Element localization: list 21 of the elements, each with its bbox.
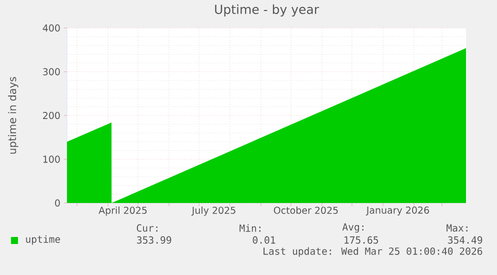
y-tick-label: 100 [43, 156, 60, 163]
y-tick-label: 400 [42, 24, 60, 32]
y-tick-label: 0 [55, 199, 60, 207]
text: Max: [446, 224, 468, 232]
y-tick-label: 200 [43, 112, 60, 120]
x-tick-label: July 2025 [191, 206, 236, 216]
text: Min: [240, 224, 260, 232]
text: 354.49 [448, 236, 482, 244]
y-tick-label: 300 [43, 68, 60, 76]
y-axis-title: uptime in days [8, 76, 18, 154]
text: Avg: [342, 223, 364, 233]
x-tick-label: January 2026 [366, 206, 429, 216]
text: 353.99 [137, 236, 172, 244]
text: 175.65 [344, 236, 378, 244]
text: Cur: [136, 224, 158, 232]
legend-label: uptime [26, 235, 60, 245]
x-tick-label: April 2025 [98, 206, 147, 216]
chart-title: Uptime - by year [215, 4, 319, 16]
text: 0.01 [252, 236, 276, 244]
x-tick-label: October 2025 [274, 206, 338, 214]
text: Last update: Wed Mar 25 01:00:40 2026 [264, 247, 482, 257]
